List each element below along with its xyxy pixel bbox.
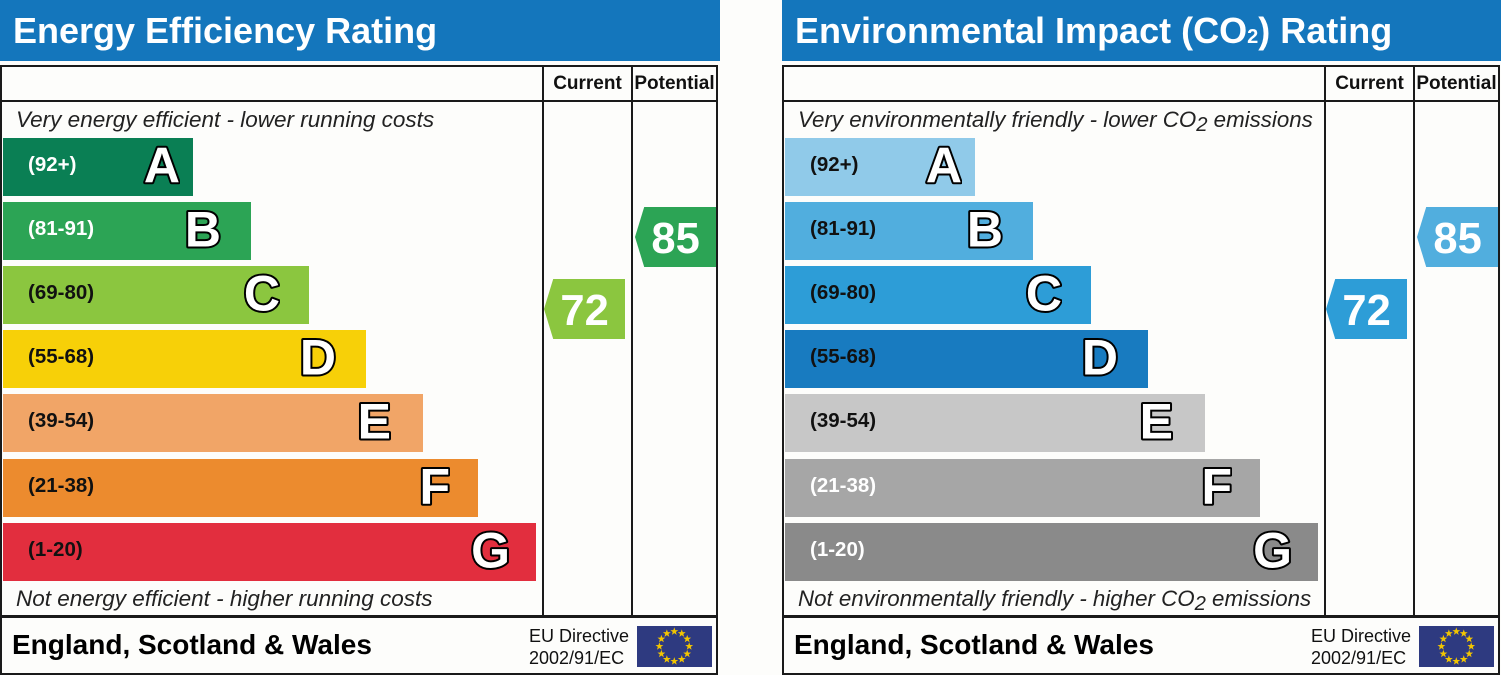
- svg-text:A: A: [926, 138, 962, 194]
- svg-text:D: D: [300, 330, 336, 386]
- svg-text:F: F: [1201, 459, 1232, 515]
- svg-text:G: G: [471, 523, 510, 579]
- svg-text:B: B: [967, 202, 1003, 258]
- svg-text:A: A: [144, 138, 180, 194]
- svg-text:G: G: [1253, 523, 1292, 579]
- svg-text:C: C: [244, 266, 280, 322]
- svg-text:F: F: [419, 459, 450, 515]
- svg-text:85: 85: [651, 215, 699, 263]
- svg-text:B: B: [185, 202, 221, 258]
- svg-text:D: D: [1082, 330, 1118, 386]
- svg-text:E: E: [1139, 394, 1172, 450]
- svg-text:85: 85: [1433, 215, 1481, 263]
- svg-text:C: C: [1026, 266, 1062, 322]
- svg-text:72: 72: [1343, 288, 1391, 336]
- svg-text:E: E: [357, 394, 390, 450]
- svg-text:72: 72: [561, 288, 609, 336]
